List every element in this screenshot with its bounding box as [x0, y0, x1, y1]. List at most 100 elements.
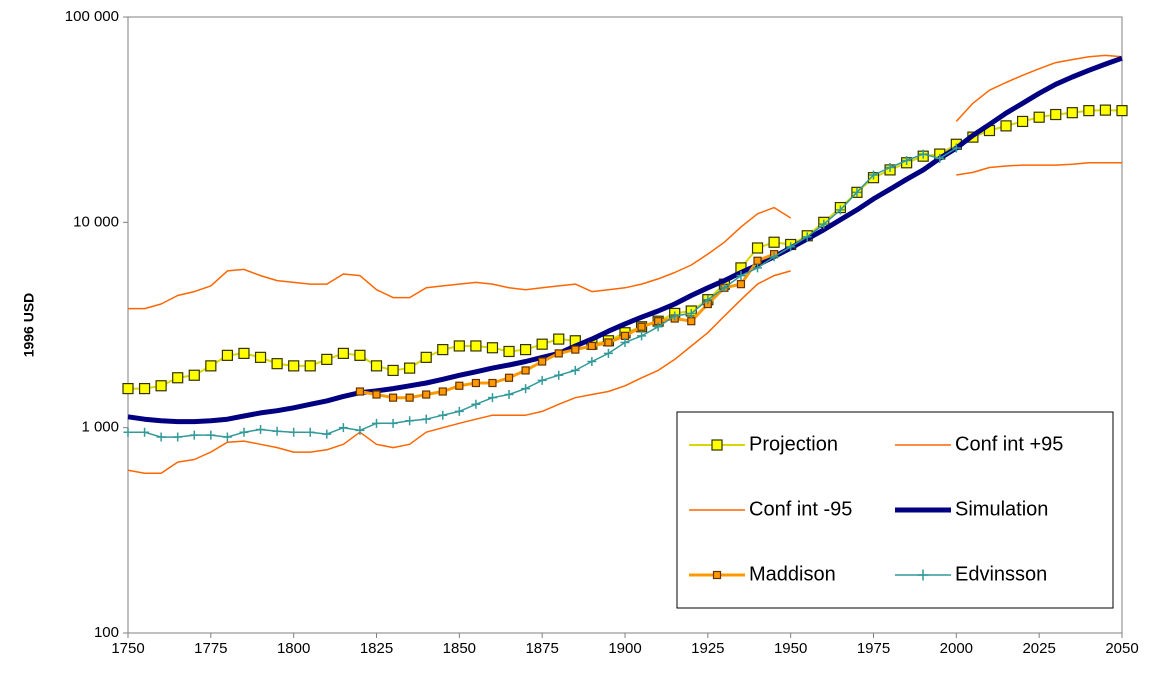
marker	[869, 170, 878, 180]
marker	[703, 295, 713, 305]
marker	[488, 378, 497, 388]
marker	[736, 280, 746, 289]
marker	[470, 340, 482, 352]
marker	[819, 219, 829, 229]
marker	[206, 430, 216, 440]
marker	[1083, 105, 1095, 117]
marker	[538, 357, 547, 366]
marker	[304, 360, 316, 372]
marker	[751, 242, 764, 254]
marker	[554, 370, 564, 380]
marker	[355, 387, 365, 396]
marker	[571, 345, 580, 354]
marker	[122, 382, 134, 395]
marker	[438, 387, 447, 396]
y-tick-label: 100 000	[65, 8, 119, 25]
legend-label: Maddison	[749, 563, 836, 585]
marker	[238, 347, 250, 359]
marker	[587, 357, 597, 367]
marker	[454, 406, 464, 416]
legend-label: Simulation	[955, 498, 1048, 520]
marker	[254, 351, 267, 363]
marker	[553, 333, 565, 345]
marker	[123, 427, 133, 437]
marker	[917, 569, 929, 581]
marker	[1116, 105, 1128, 117]
marker	[620, 337, 630, 347]
marker	[487, 393, 497, 403]
series-line	[128, 147, 957, 438]
legend-label: Conf int +95	[955, 433, 1063, 455]
marker	[786, 242, 796, 252]
marker	[188, 369, 200, 381]
marker	[554, 349, 563, 358]
marker	[885, 162, 895, 172]
y-axis-label: 1996 USD	[21, 293, 37, 358]
legend-label: Projection	[749, 433, 838, 455]
marker	[321, 353, 333, 366]
marker	[604, 338, 613, 347]
legend-label: Edvinsson	[955, 563, 1047, 585]
marker	[173, 432, 183, 442]
marker	[140, 427, 150, 437]
marker	[370, 360, 383, 372]
marker	[289, 427, 299, 437]
legend: Projection Conf int +95 Conf int -95 Simula…	[676, 411, 1114, 609]
marker	[271, 358, 283, 370]
marker	[172, 372, 184, 384]
x-tick-label: 1925	[691, 640, 724, 657]
marker	[637, 322, 646, 331]
marker	[404, 362, 416, 374]
marker	[205, 360, 217, 372]
x-tick-label: 2025	[1022, 640, 1055, 657]
marker	[902, 156, 912, 166]
series-line	[127, 162, 1122, 474]
marker	[288, 360, 300, 372]
marker	[221, 349, 233, 361]
marker	[587, 341, 596, 351]
marker	[471, 399, 481, 409]
marker	[453, 340, 465, 352]
marker	[405, 393, 414, 402]
marker	[486, 342, 499, 354]
marker	[769, 252, 779, 262]
y-tick-label: 1 000	[81, 419, 119, 436]
marker	[222, 432, 232, 442]
marker	[138, 382, 151, 395]
legend-label: Conf int -95	[749, 498, 852, 520]
x-tick-label: 1825	[360, 640, 393, 657]
series-line	[359, 252, 775, 400]
marker	[388, 393, 398, 402]
x-tick-label: 1750	[111, 640, 144, 657]
marker	[338, 423, 348, 433]
marker	[1033, 111, 1045, 123]
marker	[239, 427, 249, 437]
series-line	[128, 54, 1123, 310]
marker	[1000, 120, 1012, 132]
x-tick-label: 1875	[525, 640, 558, 657]
marker	[712, 570, 722, 580]
marker	[687, 317, 696, 326]
marker	[536, 338, 548, 350]
marker	[372, 390, 381, 399]
marker	[521, 384, 531, 394]
marker	[768, 236, 780, 248]
marker	[503, 345, 515, 358]
marker	[1016, 115, 1029, 128]
marker	[653, 322, 663, 332]
marker	[504, 373, 514, 382]
x-tick-label: 1950	[774, 640, 807, 657]
marker	[438, 410, 448, 420]
y-tick-label: 10 000	[73, 213, 119, 230]
marker	[935, 153, 945, 163]
marker	[471, 378, 480, 388]
x-tick-label: 1850	[443, 640, 476, 657]
marker	[670, 311, 680, 321]
marker	[405, 416, 415, 426]
marker	[951, 143, 961, 153]
marker	[156, 432, 166, 442]
x-tick-label: 1975	[857, 640, 890, 657]
marker	[719, 283, 729, 293]
marker	[155, 380, 167, 392]
marker	[637, 331, 647, 341]
